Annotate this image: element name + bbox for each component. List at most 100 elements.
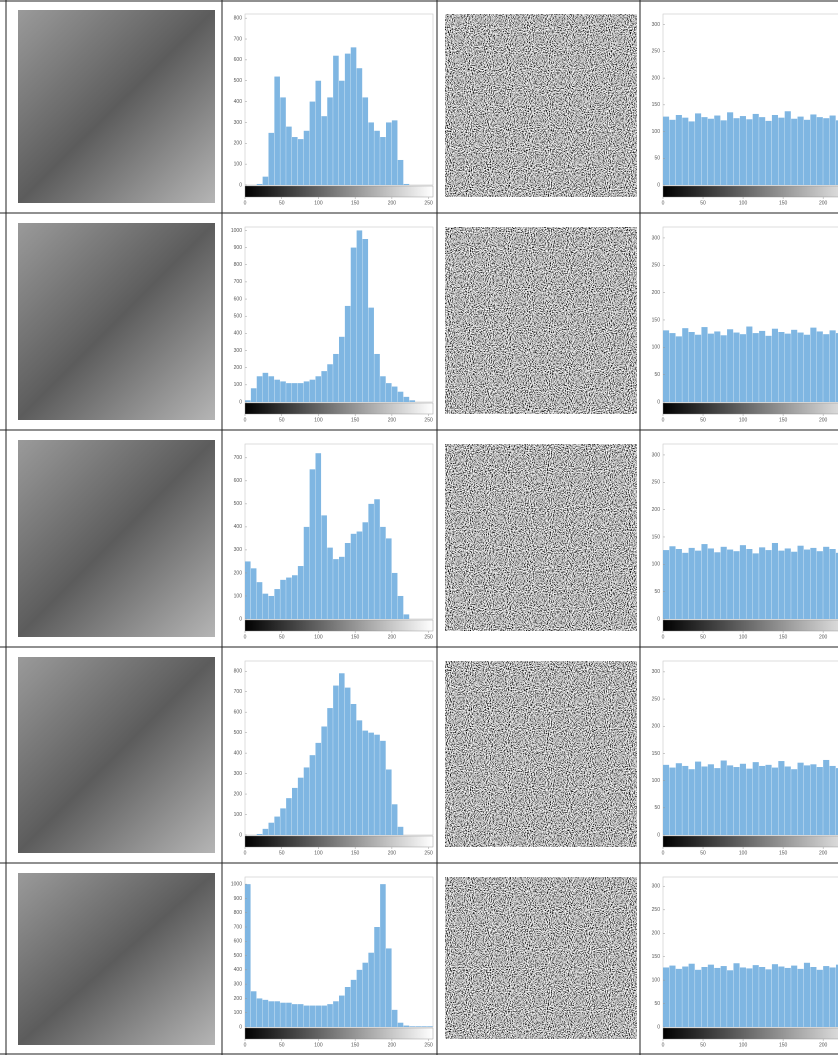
plain-image	[18, 10, 215, 203]
histogram-bar	[689, 548, 695, 619]
y-tick-label: 300	[652, 22, 661, 28]
histogram-bar	[810, 114, 816, 185]
histogram-bar	[357, 970, 363, 1027]
histogram-bar	[823, 966, 829, 1027]
x-tick-label: 200	[388, 200, 397, 206]
histogram-bar	[351, 534, 357, 619]
histogram-bar	[714, 116, 720, 185]
histogram-bar	[386, 769, 392, 835]
histogram-bar	[321, 116, 327, 185]
histogram-bar	[345, 54, 351, 185]
x-tick-label: 100	[314, 634, 323, 640]
x-tick-label: 200	[819, 417, 828, 423]
histogram-bar	[766, 550, 772, 619]
y-tick-label: 400	[234, 99, 243, 105]
histogram-bar	[791, 330, 797, 402]
histogram-bar	[689, 332, 695, 402]
histogram-bar	[392, 120, 398, 185]
x-tick-label: 0	[244, 634, 247, 640]
histogram-bar	[778, 551, 784, 619]
colorbar	[663, 186, 838, 197]
histogram-bar	[251, 991, 257, 1027]
histogram-bar	[363, 239, 369, 402]
x-tick-label: 200	[388, 634, 397, 640]
histogram-bar	[257, 582, 263, 619]
histogram-bar	[327, 97, 333, 185]
histogram-bar	[286, 1003, 292, 1027]
histogram-bar	[386, 948, 392, 1027]
y-tick-label: 300	[652, 235, 661, 241]
cipher-image	[445, 227, 637, 414]
histogram-bar	[398, 1023, 404, 1027]
histogram-bar	[810, 548, 816, 619]
histogram-bar	[327, 548, 333, 619]
histogram-bar	[257, 376, 263, 402]
histogram-bar	[304, 767, 310, 835]
histogram-bar	[298, 139, 304, 185]
histogram-bar	[804, 765, 810, 835]
histogram-bar	[304, 381, 310, 402]
histogram-bar	[830, 116, 836, 185]
histogram-bar	[380, 884, 386, 1027]
y-tick-label: 0	[239, 399, 242, 405]
histogram-bar	[817, 117, 823, 185]
plain-image	[18, 440, 215, 637]
histogram-bar	[759, 331, 765, 402]
histogram-bar	[746, 769, 752, 835]
x-tick-label: 0	[662, 634, 665, 640]
histogram-bar	[759, 766, 765, 835]
histogram-bar	[804, 335, 810, 402]
y-tick-label: 1000	[231, 881, 242, 887]
histogram-bar	[286, 127, 292, 185]
histogram-bar	[380, 527, 386, 619]
histogram-bar	[310, 102, 316, 185]
x-tick-label: 100	[739, 417, 748, 423]
y-tick-label: 600	[234, 296, 243, 302]
x-tick-label: 200	[819, 634, 828, 640]
y-tick-label: 700	[234, 279, 243, 285]
x-tick-label: 100	[739, 634, 748, 640]
y-tick-label: 100	[652, 129, 661, 135]
histogram-bar	[759, 117, 765, 185]
histogram-bar	[810, 967, 816, 1027]
histogram-bar	[286, 578, 292, 619]
histogram-bar	[804, 550, 810, 619]
x-tick-label: 150	[779, 200, 788, 206]
y-tick-label: 100	[234, 382, 243, 388]
histogram-bar	[772, 543, 778, 619]
histogram-bar	[708, 119, 714, 185]
histogram-bar	[280, 808, 286, 835]
histogram-bar	[772, 964, 778, 1027]
x-tick-label: 0	[662, 200, 665, 206]
histogram-bar	[708, 334, 714, 402]
histogram-bar	[327, 1004, 333, 1027]
histogram-bar	[753, 553, 759, 619]
histogram-bar	[263, 1000, 269, 1027]
x-tick-label: 50	[279, 417, 285, 423]
cipher-image	[445, 444, 637, 631]
histogram-bar	[269, 376, 275, 402]
y-tick-label: 200	[652, 724, 661, 730]
x-tick-label: 100	[314, 850, 323, 856]
histogram-bar	[740, 967, 746, 1027]
x-tick-label: 150	[779, 850, 788, 856]
x-tick-label: 150	[351, 634, 360, 640]
histogram-bar	[316, 453, 322, 619]
x-tick-label: 150	[351, 1042, 360, 1048]
x-tick-label: 50	[700, 1042, 706, 1048]
histogram-bar	[823, 118, 829, 185]
histogram-bar	[351, 704, 357, 835]
histogram-bar	[676, 549, 682, 619]
histogram-bar	[274, 380, 280, 402]
x-tick-label: 100	[314, 417, 323, 423]
histogram-bar	[280, 97, 286, 185]
y-tick-label: 500	[234, 314, 243, 320]
histogram-bar	[351, 248, 357, 402]
histogram-bar	[676, 115, 682, 185]
y-tick-label: 100	[652, 345, 661, 351]
histogram-bar	[689, 964, 695, 1027]
histogram-bar	[398, 160, 404, 185]
histogram-bar	[404, 397, 410, 402]
histogram-bar	[345, 688, 351, 835]
